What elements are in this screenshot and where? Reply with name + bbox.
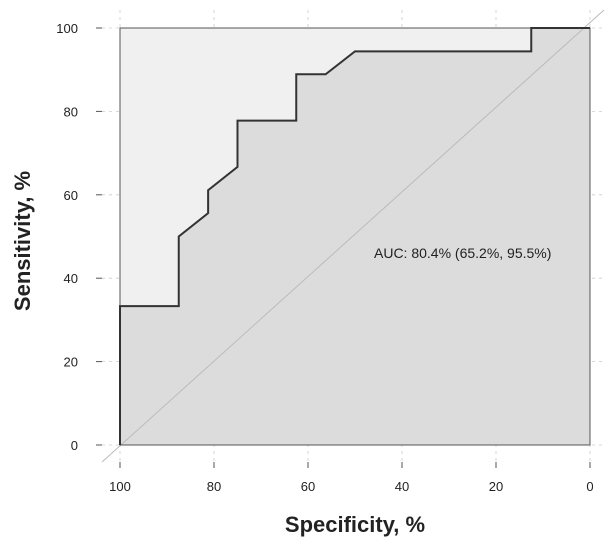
x-tick-label: 60 xyxy=(301,479,315,494)
y-axis-title: Sensitivity, % xyxy=(10,171,35,311)
y-tick-label: 100 xyxy=(56,21,78,36)
y-tick-label: 60 xyxy=(64,188,78,203)
y-tick-label: 40 xyxy=(64,271,78,286)
x-tick-label: 40 xyxy=(395,479,409,494)
x-tick-label: 20 xyxy=(489,479,503,494)
x-axis-title: Specificity, % xyxy=(285,512,425,537)
x-tick-label: 100 xyxy=(109,479,131,494)
roc-curve xyxy=(119,27,590,445)
x-tick-label: 0 xyxy=(586,479,593,494)
plot-frame xyxy=(119,27,591,446)
x-tick-label: 80 xyxy=(207,479,221,494)
y-tick-label: 0 xyxy=(71,438,78,453)
y-tick-label: 80 xyxy=(64,104,78,119)
diagonal-reference-line xyxy=(101,9,605,463)
auc-annotation: AUC: 80.4% (65.2%, 95.5%) xyxy=(374,245,551,261)
y-tick-label: 20 xyxy=(64,355,78,370)
axis-ticks: 0 20 40 60 80 100 100 80 60 40 20 0 xyxy=(56,21,593,494)
